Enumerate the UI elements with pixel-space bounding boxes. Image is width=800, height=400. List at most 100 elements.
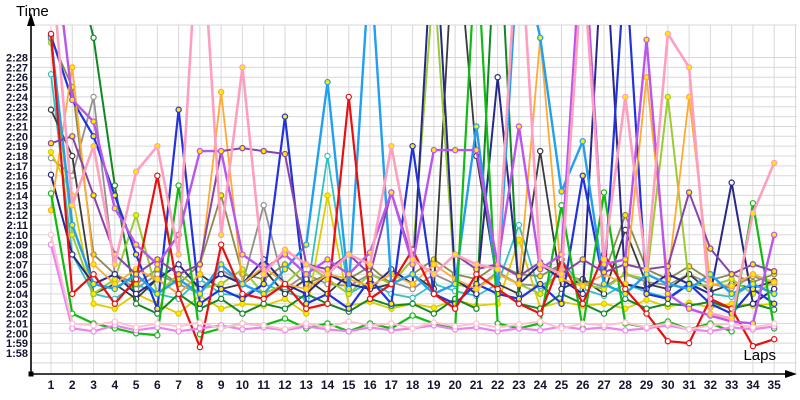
- data-point: [239, 144, 246, 152]
- data-point: [579, 320, 586, 327]
- data-point: [728, 179, 735, 186]
- x-tick-label: 10: [236, 378, 250, 392]
- data-point: [345, 93, 352, 101]
- y-tick-label: 2:25: [6, 82, 28, 94]
- data-point: [47, 171, 55, 178]
- data-point: [515, 321, 523, 328]
- y-tick-label: 2:27: [6, 62, 28, 74]
- data-point: [281, 280, 289, 288]
- x-tick-label: 2: [69, 378, 76, 392]
- data-point: [69, 152, 76, 160]
- data-point: [707, 245, 714, 252]
- data-point: [69, 202, 76, 209]
- data-point: [175, 290, 182, 298]
- data-point: [537, 318, 544, 325]
- data-point: [303, 285, 310, 293]
- y-tick-label: 2:20: [6, 131, 28, 143]
- x-tick-label: 16: [363, 378, 377, 392]
- data-point: [622, 327, 629, 334]
- data-point: [154, 172, 161, 179]
- data-point: [239, 320, 246, 327]
- data-point: [430, 261, 438, 268]
- data-point: [260, 295, 267, 303]
- x-tick-label: 4: [111, 378, 118, 392]
- data-point: [388, 189, 395, 196]
- data-point: [196, 343, 204, 351]
- data-point: [579, 256, 586, 263]
- data-point: [217, 231, 225, 238]
- data-point: [770, 336, 778, 343]
- data-point: [537, 261, 544, 268]
- data-point: [90, 271, 97, 278]
- x-tick-label: 22: [491, 378, 505, 392]
- data-point: [600, 280, 608, 288]
- x-tick-label: 25: [555, 378, 569, 392]
- x-tick-label: 31: [682, 378, 696, 392]
- data-point: [239, 326, 246, 333]
- data-point: [537, 310, 544, 317]
- data-point: [558, 188, 565, 195]
- data-point: [728, 282, 735, 290]
- data-point: [154, 142, 161, 150]
- y-axis-arrow-icon: [27, 13, 35, 26]
- data-point: [324, 192, 331, 199]
- data-point: [303, 320, 310, 327]
- x-tick-label: 5: [133, 378, 140, 392]
- data-point: [90, 300, 97, 307]
- data-point: [473, 146, 480, 154]
- data-point: [600, 322, 608, 329]
- data-point: [409, 256, 416, 263]
- x-tick-label: 15: [342, 378, 356, 392]
- data-point: [132, 290, 140, 298]
- data-point: [579, 300, 586, 307]
- y-tick-label: 2:24: [6, 92, 29, 104]
- y-tick-label: 2:22: [6, 112, 28, 124]
- data-point: [239, 251, 246, 258]
- data-point: [196, 271, 204, 278]
- data-point: [643, 266, 650, 273]
- x-tick-label: 3: [90, 378, 97, 392]
- x-tick-label: 30: [661, 378, 675, 392]
- data-point: [430, 271, 438, 278]
- data-point: [749, 300, 757, 307]
- data-point: [324, 152, 331, 160]
- data-point: [451, 305, 459, 312]
- data-point: [707, 271, 714, 278]
- data-point: [579, 172, 586, 179]
- data-point: [749, 209, 757, 217]
- x-tick-label: 26: [576, 378, 590, 392]
- x-tick-label: 29: [640, 378, 654, 392]
- x-tick-label: 8: [197, 378, 204, 392]
- gridlines: [31, 24, 797, 373]
- data-point: [770, 290, 778, 298]
- data-point: [111, 285, 119, 293]
- data-point: [430, 304, 438, 311]
- data-point: [430, 290, 438, 298]
- data-point: [664, 290, 672, 298]
- data-point: [430, 310, 438, 317]
- x-tick-label: 21: [470, 378, 484, 392]
- x-axis-title: Laps: [743, 347, 776, 364]
- data-point: [154, 305, 161, 312]
- data-point: [90, 328, 97, 335]
- x-tick-label: 33: [725, 378, 739, 392]
- y-tick-label: 2:00: [6, 328, 28, 340]
- y-tick-label: 2:08: [6, 250, 28, 262]
- data-point: [324, 271, 331, 278]
- data-point: [281, 113, 289, 120]
- data-point: [217, 88, 225, 96]
- data-point: [345, 285, 352, 293]
- data-point: [430, 146, 438, 154]
- x-tick-label: 34: [746, 378, 760, 392]
- data-point: [260, 147, 267, 155]
- data-point: [537, 34, 544, 42]
- data-point: [281, 305, 289, 312]
- data-point: [537, 280, 544, 288]
- data-point: [175, 261, 182, 268]
- data-point: [217, 241, 225, 248]
- data-point: [47, 190, 55, 197]
- data-point: [69, 64, 76, 71]
- data-point: [664, 93, 672, 101]
- data-point: [239, 310, 246, 317]
- data-point: [366, 295, 374, 303]
